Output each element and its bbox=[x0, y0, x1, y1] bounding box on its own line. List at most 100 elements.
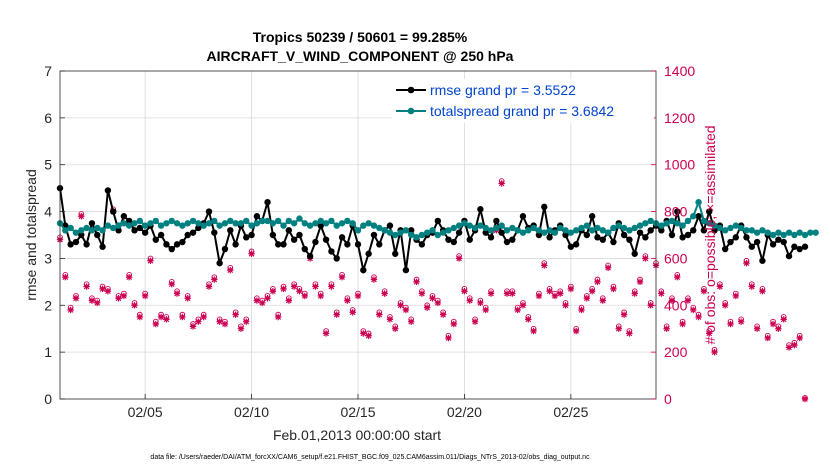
obs-assimilated-point bbox=[780, 316, 787, 323]
obs-assimilated-point bbox=[67, 306, 74, 314]
rmse-point bbox=[125, 217, 133, 225]
obs-assimilated-point bbox=[157, 313, 165, 321]
obs-assimilated-point bbox=[764, 334, 771, 342]
obs-assimilated-point bbox=[557, 290, 564, 297]
obs-assimilated-point bbox=[227, 266, 234, 274]
obs-assimilated-point bbox=[94, 299, 101, 307]
totalspread-point bbox=[604, 229, 612, 236]
totalspread-point bbox=[306, 222, 314, 229]
rmse-point bbox=[264, 199, 271, 206]
totalspread-point bbox=[780, 231, 787, 239]
obs-assimilated-point bbox=[280, 285, 287, 293]
totalspread-point bbox=[807, 229, 814, 236]
rmse-point bbox=[519, 213, 527, 220]
obs-assimilated-point bbox=[274, 313, 282, 321]
obs-assimilated-point bbox=[796, 334, 803, 342]
totalspread-point bbox=[328, 217, 335, 225]
obs-assimilated-point bbox=[381, 290, 388, 297]
rmse-point bbox=[248, 231, 255, 239]
obs-assimilated-point bbox=[663, 325, 670, 332]
line-series bbox=[56, 184, 819, 275]
totalspread-point bbox=[221, 220, 229, 227]
rmse-point bbox=[67, 241, 74, 248]
totalspread-point bbox=[668, 217, 676, 225]
obs-assimilated-point bbox=[141, 292, 149, 300]
obs-assimilated-point bbox=[232, 311, 239, 318]
y-right-tick-label: 800 bbox=[664, 204, 688, 220]
rmse-point bbox=[684, 231, 692, 239]
totalspread-point bbox=[769, 231, 777, 239]
obs-assimilated-point bbox=[78, 213, 85, 220]
totalspread-point bbox=[599, 227, 606, 234]
totalspread-point bbox=[525, 227, 532, 234]
totalspread-point bbox=[131, 220, 138, 227]
obs-assimilated-point bbox=[636, 278, 644, 286]
obs-assimilated-point bbox=[259, 299, 266, 307]
totalspread-point bbox=[184, 220, 191, 227]
rmse-point bbox=[216, 259, 223, 267]
obs-assimilated-point bbox=[626, 330, 633, 337]
rmse-point bbox=[344, 241, 351, 248]
obs-assimilated-point bbox=[445, 334, 452, 342]
obs-assimilated-point bbox=[594, 278, 601, 286]
obs-assimilated-point bbox=[72, 295, 80, 302]
totalspread-point bbox=[615, 222, 622, 229]
rmse-point bbox=[785, 252, 793, 260]
totalspread-point bbox=[775, 229, 782, 236]
obs-assimilated-point bbox=[482, 306, 489, 314]
rmse-point bbox=[184, 231, 191, 239]
rmse-point bbox=[386, 222, 394, 229]
totalspread-point bbox=[471, 224, 479, 232]
chart-title-line1: Tropics 50239 / 50601 = 99.285% bbox=[253, 29, 468, 45]
obs-assimilated-point bbox=[551, 292, 559, 300]
rmse-point bbox=[322, 236, 330, 243]
totalspread-point bbox=[173, 220, 181, 227]
totalspread-point bbox=[381, 227, 388, 234]
totalspread-point bbox=[195, 220, 202, 227]
totalspread-point bbox=[530, 224, 537, 232]
obs-assimilated-point bbox=[296, 288, 303, 295]
y-left-tick-label: 4 bbox=[44, 204, 52, 220]
obs-assimilated-point bbox=[253, 297, 261, 304]
rmse-point bbox=[301, 245, 308, 253]
rmse-point bbox=[104, 187, 112, 194]
totalspread-point bbox=[716, 224, 724, 232]
obs-assimilated-point bbox=[429, 295, 436, 302]
obs-assimilated-point bbox=[461, 288, 468, 295]
totalspread-point bbox=[338, 220, 346, 227]
rmse-point bbox=[163, 241, 170, 248]
totalspread-point bbox=[477, 222, 484, 229]
totalspread-point bbox=[413, 234, 420, 241]
totalspread-point bbox=[189, 217, 197, 225]
rmse-point bbox=[179, 238, 186, 246]
rmse-point bbox=[141, 229, 149, 236]
totalspread-point bbox=[360, 222, 367, 229]
totalspread-point bbox=[264, 217, 271, 225]
obs-assimilated-point bbox=[759, 288, 766, 295]
rmse-point bbox=[801, 243, 809, 250]
totalspread-point bbox=[312, 220, 319, 227]
rmse-point bbox=[445, 236, 452, 243]
obs-assimilated-point bbox=[216, 318, 223, 325]
totalspread-point bbox=[796, 229, 803, 236]
rmse-point bbox=[317, 222, 324, 229]
obs-assimilated-point bbox=[588, 288, 596, 295]
rmse-point bbox=[338, 234, 346, 241]
totalspread-point bbox=[179, 222, 186, 229]
obs-assimilated-point bbox=[264, 295, 271, 302]
totalspread-point bbox=[557, 224, 564, 232]
rmse-point bbox=[408, 227, 415, 234]
rmse-point bbox=[232, 241, 239, 248]
rmse-point bbox=[227, 227, 234, 234]
rmse-point bbox=[610, 238, 617, 246]
obs-assimilated-point bbox=[365, 332, 372, 339]
totalspread-point bbox=[429, 227, 436, 234]
totalspread-point bbox=[461, 220, 468, 227]
totalspread-point bbox=[67, 224, 74, 232]
obs-assimilated-point bbox=[700, 288, 708, 295]
totalspread-point bbox=[344, 217, 351, 225]
obs-assimilated-point bbox=[721, 302, 729, 309]
totalspread-point bbox=[583, 222, 591, 229]
obs-assimilated-point bbox=[455, 255, 463, 262]
